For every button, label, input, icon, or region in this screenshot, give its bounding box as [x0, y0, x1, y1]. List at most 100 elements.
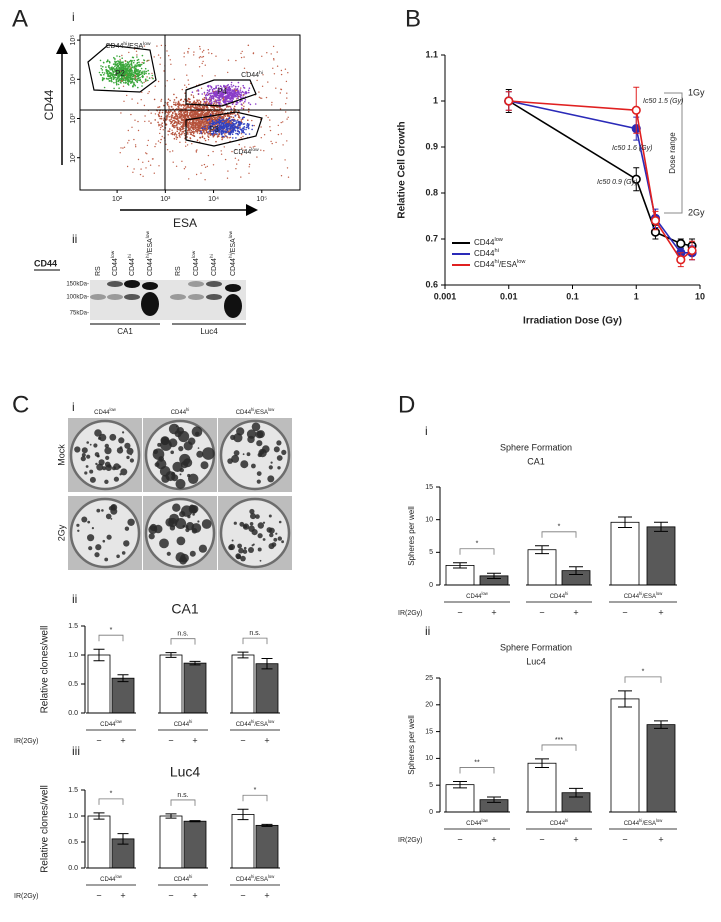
event-dot	[112, 75, 115, 78]
event-dot	[235, 137, 237, 139]
event-dot	[178, 120, 180, 122]
event-dot	[240, 52, 242, 55]
band	[124, 280, 140, 288]
event-dot	[186, 136, 188, 138]
event-dot	[117, 75, 119, 78]
event-dot	[118, 55, 121, 58]
event-dot	[123, 146, 126, 148]
event-dot	[126, 165, 129, 168]
event-dot	[244, 100, 246, 103]
event-dot	[198, 129, 201, 132]
event-dot	[167, 112, 169, 114]
event-dot	[226, 119, 229, 121]
event-dot	[187, 97, 190, 100]
event-dot	[238, 143, 240, 146]
series-line	[508, 100, 692, 254]
event-dot	[188, 113, 191, 116]
event-dot	[166, 80, 168, 82]
colony	[251, 422, 261, 432]
x-axis-label: ESA	[173, 216, 197, 230]
event-dot	[206, 119, 209, 122]
event-dot	[170, 133, 173, 135]
event-dot	[237, 85, 240, 88]
colony	[94, 552, 100, 558]
event-dot	[214, 90, 216, 93]
event-dot	[179, 103, 181, 106]
event-dot	[146, 144, 149, 147]
event-dot	[208, 111, 211, 114]
event-dot	[130, 80, 132, 83]
band	[124, 294, 140, 300]
event-dot	[249, 146, 251, 148]
event-dot	[155, 143, 157, 145]
colony	[249, 508, 255, 515]
event-dot	[252, 52, 255, 55]
event-dot	[201, 164, 203, 167]
band	[141, 292, 159, 316]
colony	[270, 461, 273, 464]
category-label: CD44hi/ESAlow	[236, 719, 276, 728]
event-dot	[107, 74, 109, 77]
error-bar	[237, 808, 249, 821]
error-bar	[453, 562, 467, 569]
significance-label: *	[558, 524, 561, 531]
event-dot	[128, 51, 130, 54]
gate-id: P3	[209, 125, 219, 134]
event-dot	[188, 83, 190, 86]
event-dot	[184, 117, 186, 120]
x-tick-label: 0.01	[500, 291, 518, 301]
event-dot	[203, 49, 205, 52]
event-dot	[252, 146, 254, 148]
event-dot	[218, 118, 220, 121]
event-dot	[242, 84, 244, 87]
event-dot	[236, 113, 239, 115]
event-dot	[248, 172, 250, 174]
event-dot	[145, 78, 147, 80]
event-dot	[242, 129, 245, 132]
event-dot	[240, 121, 243, 124]
event-dot	[160, 115, 163, 118]
event-dot	[270, 140, 272, 143]
event-dot	[188, 106, 190, 109]
event-dot	[169, 151, 171, 153]
series-line	[508, 100, 693, 247]
gate	[185, 79, 257, 107]
event-dot	[199, 102, 202, 104]
event-dot	[200, 124, 203, 126]
event-dot	[201, 105, 204, 108]
event-dot	[184, 108, 186, 110]
event-dot	[200, 132, 202, 134]
colony	[169, 513, 180, 524]
event-dot	[133, 168, 135, 170]
event-dot	[137, 86, 139, 89]
event-dot	[240, 103, 243, 105]
event-dot	[203, 137, 206, 140]
event-dot	[212, 164, 215, 166]
event-dot	[232, 125, 235, 127]
event-dot	[233, 92, 235, 94]
event-dot	[232, 116, 235, 119]
event-dot	[190, 132, 192, 134]
bar	[87, 654, 111, 714]
event-dot	[202, 55, 205, 58]
event-dot	[216, 125, 219, 127]
event-dot	[227, 71, 229, 74]
event-dot	[207, 49, 209, 51]
event-dot	[209, 94, 212, 97]
event-dot	[141, 85, 143, 87]
band	[107, 294, 123, 300]
event-dot	[276, 51, 278, 53]
gate-name: CD44low	[233, 147, 259, 156]
event-dot	[191, 91, 194, 93]
event-dot	[178, 102, 180, 104]
event-dot	[131, 80, 134, 83]
event-dot	[210, 132, 213, 135]
event-dot	[137, 69, 139, 71]
event-dot	[196, 149, 198, 151]
event-dot	[199, 126, 201, 128]
event-dot	[109, 73, 111, 75]
colony	[231, 539, 234, 542]
event-dot	[220, 150, 222, 152]
colonies	[74, 429, 134, 484]
event-dot	[134, 79, 137, 82]
